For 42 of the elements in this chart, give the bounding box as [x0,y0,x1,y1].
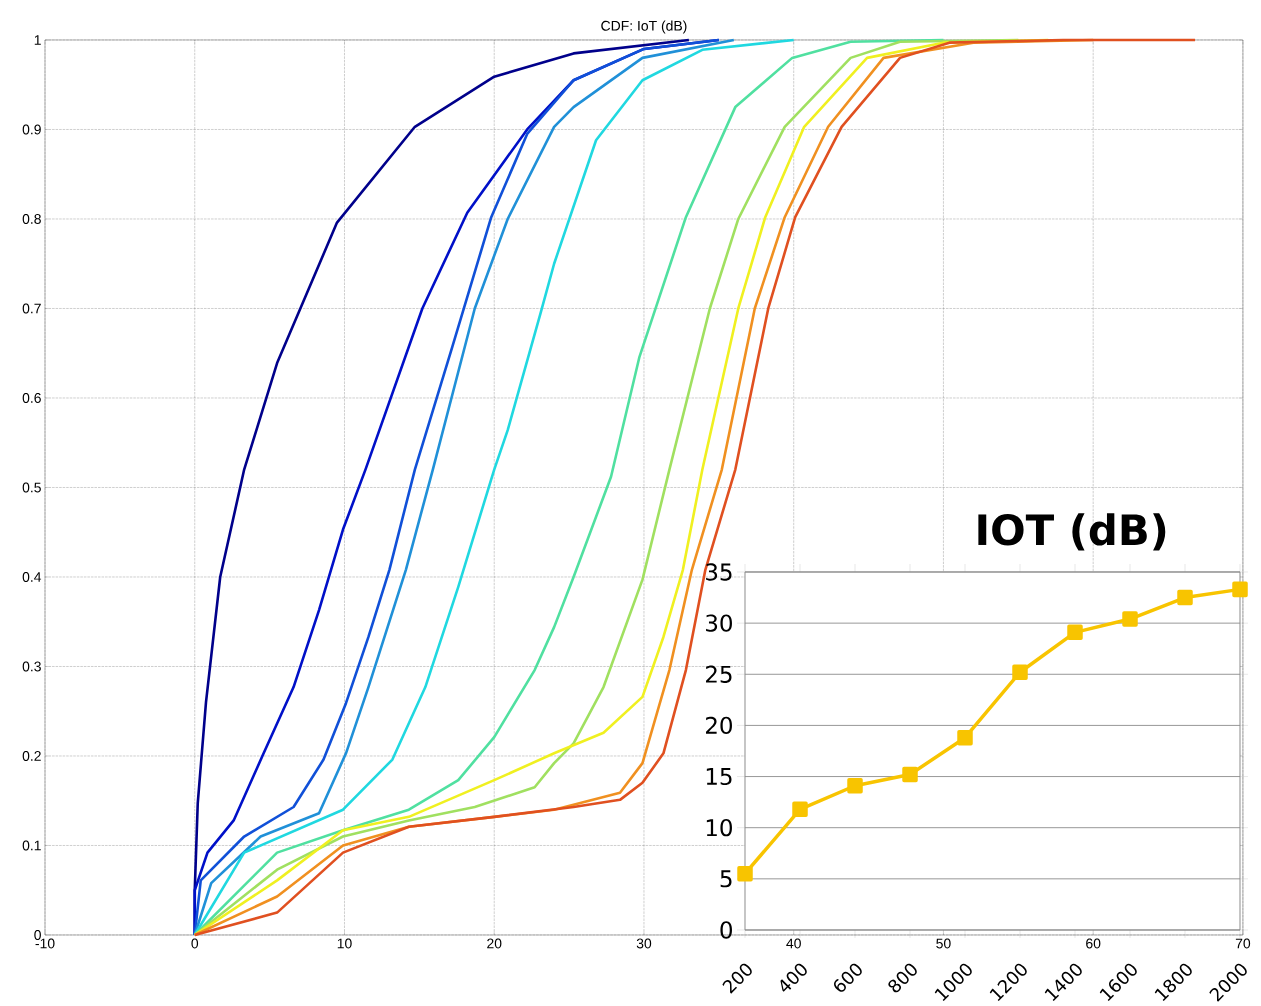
y-tick-label: 0.7 [22,303,41,314]
y-tick-label: 20 [706,716,732,735]
point [792,801,808,818]
point [957,729,973,746]
x-tick-label: 600 [834,963,862,992]
chart-title: IOT (dB) [978,513,1166,551]
y-tick-label: 0.4 [22,572,42,582]
x-tick-label: 0 [191,938,199,949]
y-tick-label: 0 [34,930,41,940]
y-tick-label: 15 [706,768,732,786]
point [1232,581,1248,598]
y-tick-label: 0.9 [22,124,41,135]
chart-title: CDF: IoT (dB) [601,20,687,34]
x-tick-label: 400 [780,963,807,992]
y-tick-label: 30 [706,614,732,632]
point [1177,589,1193,606]
x-tick-label: 70 [1235,938,1251,949]
x-tick-label: 30 [636,938,652,949]
y-tick-label: 10 [706,819,732,837]
point [1012,664,1028,680]
y-tick-label: 0.8 [22,214,41,224]
x-tick-label: 800 [888,963,917,993]
x-tick-label: 40 [786,938,801,949]
x-tick-label: 10 [337,938,352,949]
x-tick-label: 20 [487,938,502,949]
y-tick-label: 5 [720,870,732,888]
x-tick-label: -10 [35,938,55,949]
y-tick-label: 0.3 [22,661,41,672]
point [1067,624,1083,641]
point [847,778,863,794]
x-tick-label: 60 [1086,938,1101,949]
y-tick-label: 35 [706,563,732,581]
point [1122,611,1138,627]
point [902,766,918,783]
y-tick-label: 0.2 [22,751,41,761]
y-tick-label: 0.1 [22,840,41,851]
point [737,865,753,882]
x-tick-label: 50 [936,938,951,949]
y-tick-label: 0.5 [22,482,41,493]
y-tick-label: 25 [706,665,732,683]
y-tick-label: 1 [34,35,41,45]
y-tick-label: 0.6 [22,393,41,403]
